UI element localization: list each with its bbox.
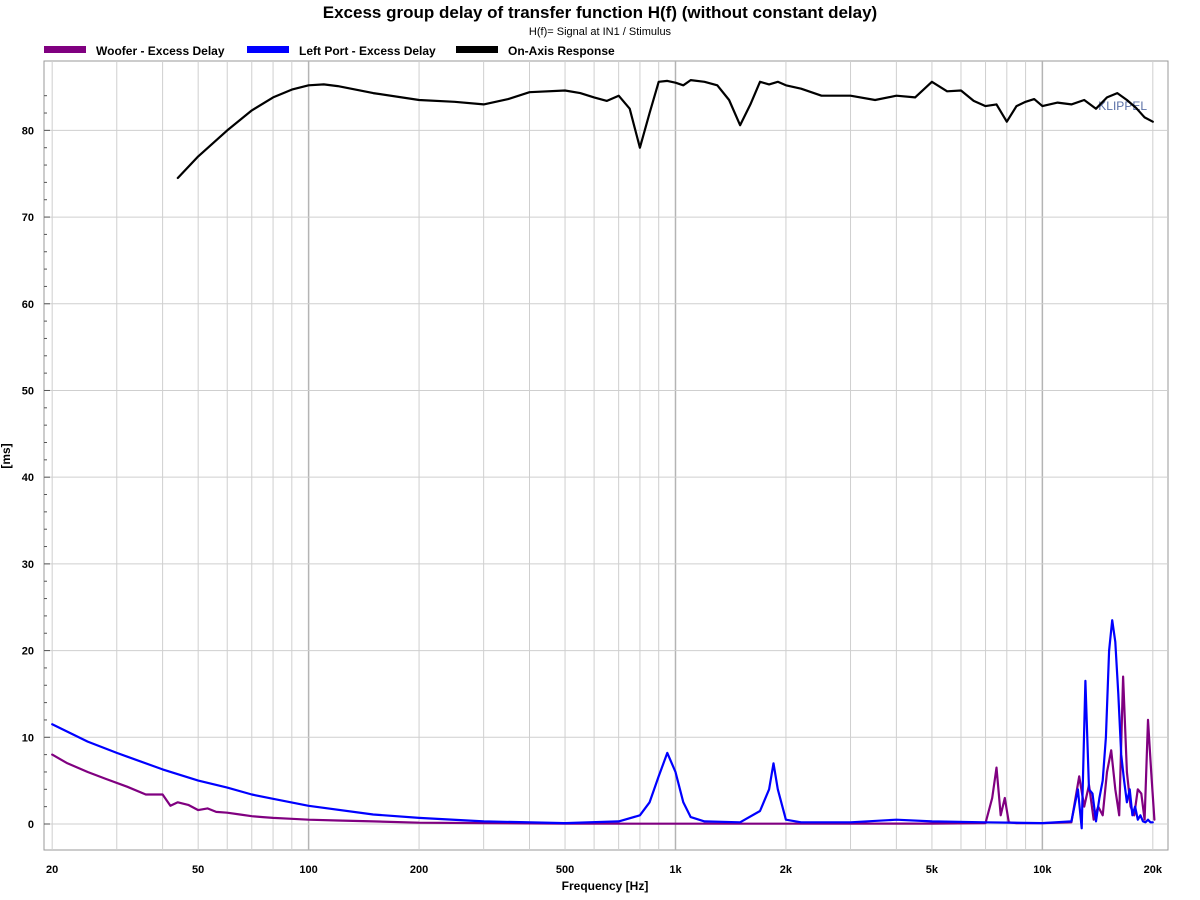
x-tick-label: 20 xyxy=(46,864,58,876)
x-tick-label: 100 xyxy=(299,864,317,876)
y-tick-label: 30 xyxy=(22,559,34,571)
y-minor-ticks xyxy=(44,95,50,825)
legend-label: Left Port - Excess Delay xyxy=(299,44,436,58)
watermark-text: KLIPPEL xyxy=(1098,99,1147,113)
y-tick-label: 50 xyxy=(22,385,34,397)
y-tick-label: 20 xyxy=(22,646,34,658)
y-tick-label: 60 xyxy=(22,299,34,311)
series-lines xyxy=(51,78,1156,830)
x-tick-label: 2k xyxy=(780,864,793,876)
legend: Woofer - Excess Delay Left Port - Excess … xyxy=(44,44,615,58)
chart-subtitle: H(f)= Signal at IN1 / Stimulus xyxy=(529,26,672,38)
y-axis-ticks: 0 10 20 30 40 50 60 70 80 xyxy=(22,125,34,831)
legend-swatch xyxy=(44,46,86,53)
legend-item: Left Port - Excess Delay xyxy=(247,44,436,58)
x-tick-label: 500 xyxy=(556,864,574,876)
y-tick-label: 70 xyxy=(22,212,34,224)
legend-label: On-Axis Response xyxy=(508,44,615,58)
y-axis-label: [ms] xyxy=(0,443,13,468)
x-tick-label: 10k xyxy=(1033,864,1052,876)
legend-swatch xyxy=(247,46,289,53)
y-tick-label: 0 xyxy=(28,819,34,831)
series-line xyxy=(176,78,1154,180)
x-axis-ticks: 20 50 100 200 500 1k 2k 5k 10k 20k xyxy=(46,864,1163,876)
x-tick-label: 1k xyxy=(669,864,682,876)
legend-item: On-Axis Response xyxy=(456,44,615,58)
series-line xyxy=(51,619,1154,830)
legend-label: Woofer - Excess Delay xyxy=(96,44,225,58)
grid xyxy=(44,61,1168,850)
legend-swatch xyxy=(456,46,498,53)
x-axis-label: Frequency [Hz] xyxy=(562,879,649,893)
y-tick-label: 80 xyxy=(22,125,34,137)
x-tick-label: 50 xyxy=(192,864,204,876)
legend-item: Woofer - Excess Delay xyxy=(44,44,225,58)
y-tick-label: 40 xyxy=(22,472,34,484)
chart-title: Excess group delay of transfer function … xyxy=(323,3,877,22)
x-tick-label: 5k xyxy=(926,864,939,876)
plot-frame xyxy=(43,60,1169,851)
x-tick-label: 200 xyxy=(410,864,428,876)
x-tick-label: 20k xyxy=(1144,864,1163,876)
y-tick-label: 10 xyxy=(22,732,34,744)
